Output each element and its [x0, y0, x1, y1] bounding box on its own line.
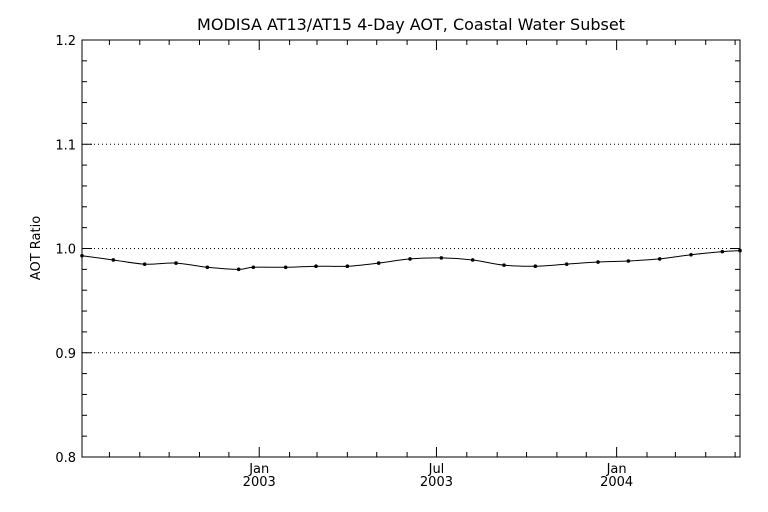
data-point — [657, 257, 662, 261]
x-tick-label-year: 2003 — [420, 475, 453, 490]
data-point — [689, 252, 693, 257]
y-axis-label: AOT Ratio — [29, 216, 44, 280]
data-point — [236, 267, 241, 272]
data-point — [283, 265, 288, 270]
data-point — [533, 264, 538, 269]
x-tick-label-month: Jan — [248, 462, 269, 477]
x-tick-label-month: Jan — [606, 462, 627, 477]
data-point — [251, 265, 256, 270]
data-point — [142, 262, 147, 266]
y-tick-label: 0.8 — [55, 451, 76, 466]
data-point — [174, 261, 178, 265]
data-point — [314, 264, 318, 269]
data-point — [564, 262, 569, 266]
grid-layer — [82, 143, 740, 354]
y-tick-label: 1.0 — [55, 243, 76, 258]
series-layer — [80, 248, 742, 272]
y-tick-label: 1.1 — [55, 138, 76, 153]
plot-frame — [81, 39, 741, 458]
data-point — [439, 256, 444, 260]
x-tick-label-month: Jul — [428, 462, 445, 477]
data-point — [408, 257, 412, 261]
data-point — [626, 259, 631, 263]
data-point — [376, 261, 381, 265]
y-tick-label: 0.9 — [55, 347, 76, 362]
data-point — [596, 260, 600, 264]
data-point — [470, 258, 475, 262]
data-point — [502, 263, 506, 267]
data-point — [720, 249, 725, 254]
data-point — [345, 264, 350, 269]
x-tick-label-year: 2003 — [243, 475, 276, 490]
y-tick-label: 1.2 — [55, 34, 76, 49]
data-point — [205, 265, 210, 270]
x-tick-label-year: 2004 — [600, 475, 633, 490]
chart-title: MODISA AT13/AT15 4-Day AOT, Coastal Wate… — [197, 15, 625, 34]
data-point — [111, 258, 116, 262]
